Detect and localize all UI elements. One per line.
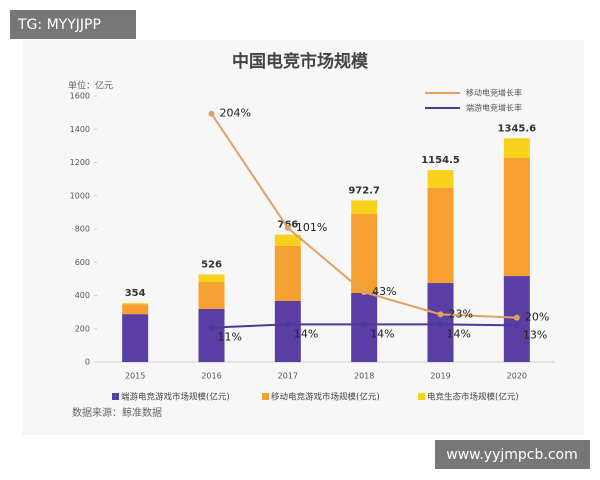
data-label: 101%	[296, 221, 327, 234]
bar-segment	[503, 138, 530, 159]
bar-segment	[503, 158, 530, 277]
bar-segment	[274, 234, 301, 246]
x-tick-label: 2015	[125, 372, 145, 381]
legend-label: 移动电竞游戏市场规模(亿元)	[271, 392, 380, 403]
line-point	[513, 322, 520, 329]
bar-segment	[122, 303, 149, 305]
legend-swatch	[418, 393, 425, 400]
bar-segment	[122, 304, 149, 315]
line-point	[208, 110, 215, 117]
bar-segment	[351, 200, 378, 215]
bar-segment	[198, 308, 225, 362]
bar-segment	[351, 214, 378, 294]
data-label: 23%	[449, 307, 473, 320]
legend-swatch	[112, 393, 119, 400]
total-label: 526	[201, 260, 222, 271]
line-point	[361, 289, 368, 296]
unit-label: 单位：亿元	[68, 80, 113, 92]
bar-segment	[351, 293, 378, 362]
total-label: 1154.5	[421, 155, 460, 166]
watermark: TG: MYYJJPP	[17, 17, 101, 33]
site-box	[435, 440, 590, 469]
y-tick-label: 1400	[70, 125, 90, 134]
line-point	[513, 314, 520, 321]
x-tick-label: 2018	[354, 372, 374, 381]
total-label: 1345.6	[498, 123, 537, 134]
bar-segment	[198, 282, 225, 309]
x-tick-label: 2016	[201, 372, 221, 381]
source-note: 数据来源：鲸准数据	[72, 406, 162, 419]
total-label: 972.7	[348, 185, 380, 196]
bar-segment	[427, 187, 454, 284]
line-point	[284, 321, 291, 328]
y-tick-label: 1000	[70, 191, 90, 200]
data-label: 13%	[523, 328, 547, 341]
legend-label: 移动电竞增长率	[466, 88, 522, 98]
x-tick-label: 2020	[507, 372, 527, 381]
watermark-box	[10, 10, 136, 39]
bar-segment	[274, 245, 301, 301]
total-label: 354	[125, 288, 146, 299]
data-label: 14%	[294, 327, 318, 340]
data-label: 204%	[220, 107, 251, 120]
bar-segment	[122, 314, 149, 362]
legend-label: 端游电竞增长率	[466, 103, 522, 113]
chart-background	[22, 40, 584, 435]
line-point	[208, 324, 215, 331]
data-label: 11%	[218, 331, 242, 344]
bar-segment	[198, 274, 225, 283]
y-tick-label: 0	[85, 358, 90, 367]
site-url: www.yyjmpcb.com	[446, 447, 577, 463]
y-tick-label: 400	[75, 291, 90, 300]
x-tick-label: 2017	[278, 372, 298, 381]
line-point	[361, 321, 368, 328]
x-tick-label: 2019	[430, 372, 450, 381]
data-label: 14%	[370, 327, 394, 340]
y-tick-label: 1200	[70, 158, 90, 167]
y-tick-label: 800	[75, 225, 90, 234]
legend-label: 端游电竞游戏市场规模(亿元)	[121, 392, 230, 403]
legend-label: 电竞生态市场规模(亿元)	[427, 392, 519, 403]
y-tick-label: 600	[75, 258, 90, 267]
line-point	[284, 224, 291, 231]
bar-segment	[274, 300, 301, 362]
bar-segment	[427, 170, 454, 188]
line-point	[437, 321, 444, 328]
data-label: 14%	[447, 327, 471, 340]
y-tick-label: 1600	[70, 92, 90, 101]
data-label: 43%	[372, 285, 396, 298]
chart-title: 中国电竞市场规模	[232, 51, 369, 72]
data-label: 20%	[525, 311, 549, 324]
y-tick-label: 200	[75, 324, 90, 333]
line-point	[437, 311, 444, 318]
legend-swatch	[262, 393, 269, 400]
